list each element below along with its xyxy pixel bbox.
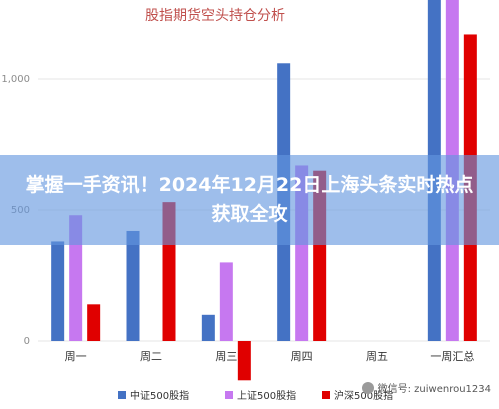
legend-label: 中证500股指 [130,389,189,402]
bar-3-3 [237,341,251,381]
legend-label: 沪深500股指 [334,389,393,402]
bar-1-3 [201,314,215,341]
y-tick-label: 0 [24,336,30,347]
legend-swatch [322,391,330,399]
watermark: 微信号: zuiwenrou1234 [361,380,491,395]
headline-banner: 掌握一手资讯！2024年12月22日上海头条实时热点获取全攻 [0,155,499,245]
bar-2-1 [69,215,83,341]
bar-2-3 [219,262,233,341]
x-category-label: 周五 [366,350,388,363]
bar-1-2 [126,230,140,341]
x-category-label: 周四 [291,350,313,363]
y-tick-label: 1,000 [1,74,30,85]
legend-swatch [225,391,233,399]
x-category-label: 周三 [215,350,237,363]
x-axis-categories: 周一 周二 周三 周四 周五 一周汇总 [65,349,475,363]
watermark-text: 微信号: zuiwenrou1234 [377,384,491,395]
chart-title: 股指期货空头持仓分析 [145,7,285,24]
headline-text: 掌握一手资讯！2024年12月22日上海头条实时热点获取全攻 [25,174,474,225]
x-category-label: 周二 [140,350,162,363]
wechat-icon [361,381,374,394]
bar-3-1 [87,304,101,341]
x-category-label: 一周汇总 [430,349,474,363]
legend-label: 上证500股指 [237,389,296,402]
legend-swatch [118,391,126,399]
x-category-label: 周一 [65,350,87,363]
bar-1-1 [51,241,65,341]
legend: 中证500股指 上证500股指 沪深500股指 [118,389,393,402]
